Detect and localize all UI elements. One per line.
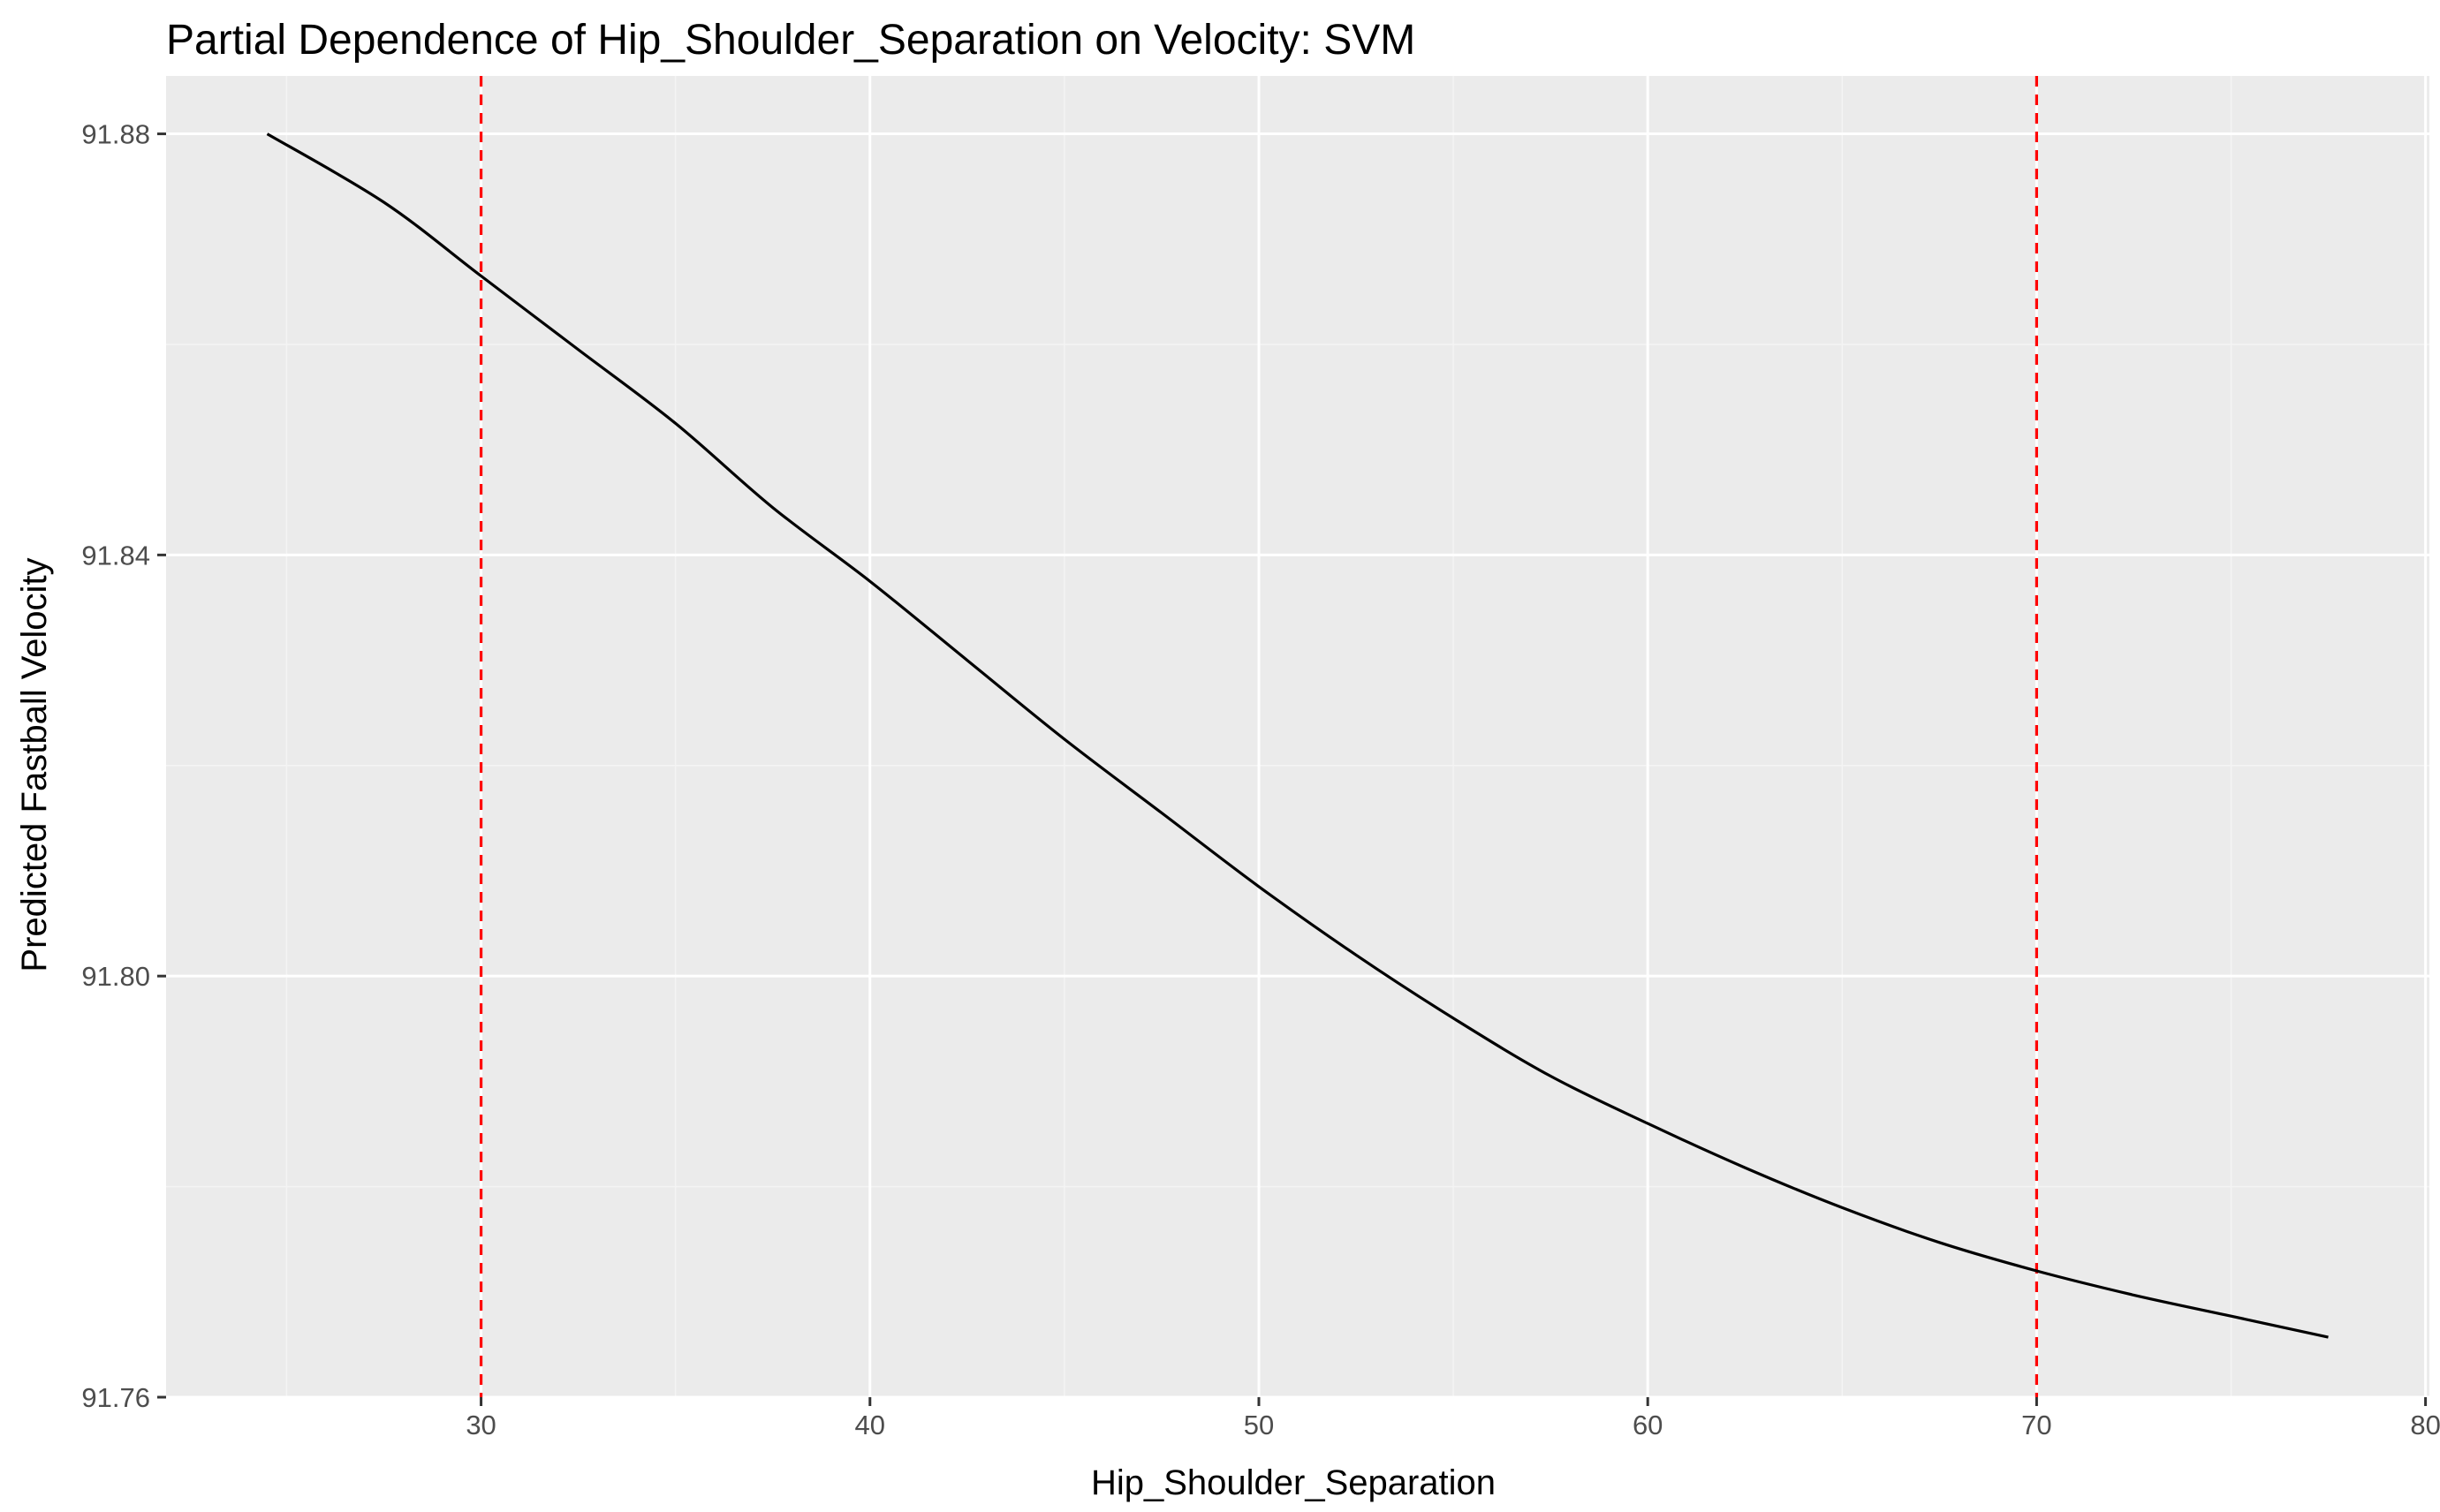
y-axis-title: Predicted Fastball Velocity xyxy=(15,557,54,971)
y-axis: 91.76 91.80 91.84 91.88 xyxy=(81,119,166,1413)
y-tick-label: 91.76 xyxy=(81,1382,150,1413)
x-tick-label: 60 xyxy=(1633,1410,1663,1440)
reference-lines xyxy=(479,76,2038,1397)
x-tick-label: 50 xyxy=(1244,1410,1274,1440)
x-tick-label: 40 xyxy=(855,1410,885,1440)
minor-gridlines xyxy=(166,76,2429,1397)
y-tick-label: 91.88 xyxy=(81,119,150,150)
x-axis-title: Hip_Shoulder_Separation xyxy=(1091,1463,1496,1502)
y-tick-label: 91.80 xyxy=(81,961,150,992)
chart-title: Partial Dependence of Hip_Shoulder_Separ… xyxy=(166,17,1415,64)
x-tick-label: 80 xyxy=(2410,1410,2440,1440)
x-tick-label: 30 xyxy=(466,1410,496,1440)
x-tick-label: 70 xyxy=(2021,1410,2051,1440)
x-axis: 30 40 50 60 70 80 xyxy=(466,1397,2440,1440)
plot-panel xyxy=(166,76,2429,1397)
y-tick-label: 91.84 xyxy=(81,540,150,571)
partial-dependence-line xyxy=(266,132,2329,1339)
